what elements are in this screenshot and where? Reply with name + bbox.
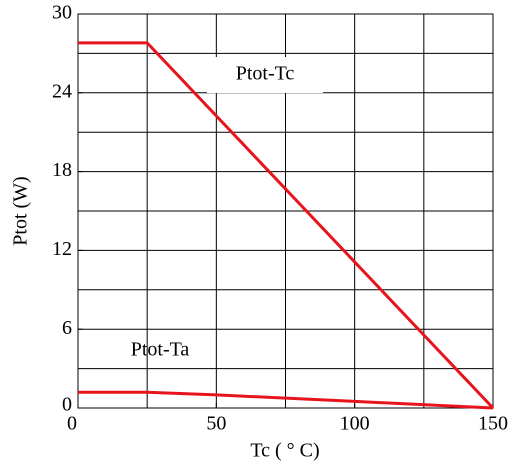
data-line (78, 41, 495, 410)
y-tick-label: 18 (52, 159, 72, 181)
x-tick-label: 0 (67, 413, 77, 435)
x-tick-label: 50 (206, 413, 226, 435)
y-tick-label: 0 (62, 394, 72, 416)
data-line (78, 390, 494, 410)
y-tick-label: 24 (52, 80, 72, 102)
x-axis-label: Tc ( ° C) (250, 440, 319, 462)
x-tick-label: 100 (340, 413, 370, 435)
y-tick-label: 30 (52, 2, 72, 24)
y-tick-label: 6 (62, 317, 72, 339)
y-axis-label: Ptot (W) (10, 176, 32, 245)
y-tick-label: 12 (52, 238, 72, 260)
series-label: Ptot-Ta (131, 339, 190, 361)
x-tick-label: 150 (478, 413, 508, 435)
series-label: Ptot-Tc (236, 63, 295, 85)
label-background (207, 57, 323, 93)
